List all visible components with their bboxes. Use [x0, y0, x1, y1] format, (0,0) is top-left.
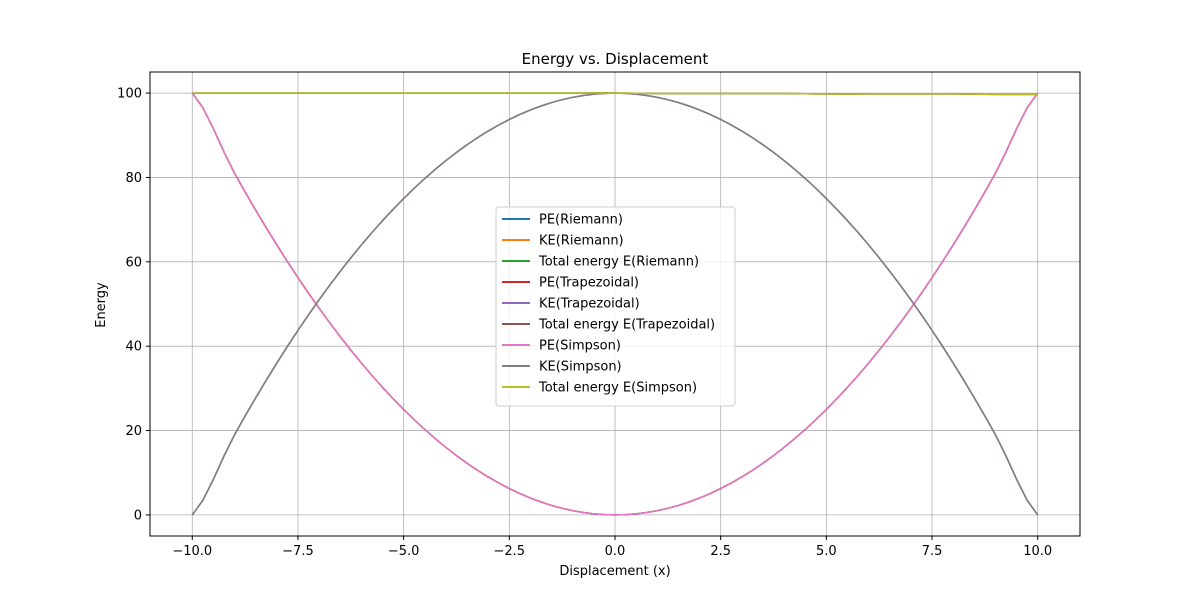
legend: PE(Riemann) KE(Riemann) Total energy E(Rie… — [495, 206, 736, 407]
x-axis-label: Displacement (x) — [559, 564, 670, 579]
x-tick-label: −2.5 — [494, 544, 526, 559]
x-tick-label: −5.0 — [388, 544, 420, 559]
series-layer — [191, 92, 1039, 516]
legend-label: KE(Trapezoidal) — [539, 297, 640, 312]
legend-label: KE(Riemann) — [539, 234, 624, 249]
y-tick-label: 100 — [117, 87, 142, 102]
y-axis-label: Energy — [94, 282, 109, 328]
x-tick-label: −7.5 — [282, 544, 314, 559]
legend-label: Total energy E(Riemann) — [538, 255, 699, 270]
series-line-6 — [191, 92, 1039, 516]
legend-label: PE(Simpson) — [539, 339, 621, 354]
x-tick-label: 2.5 — [710, 544, 731, 559]
x-tick-label: −10.0 — [172, 544, 212, 559]
legend-label: PE(Trapezoidal) — [539, 276, 639, 291]
series-line-8 — [192, 92, 1038, 96]
x-tick-label: 10.0 — [1023, 544, 1052, 559]
y-tick-label: 40 — [125, 340, 142, 355]
legend-label: KE(Simpson) — [539, 360, 622, 375]
legend-label: Total energy E(Trapezoidal) — [538, 318, 715, 333]
legend-label: PE(Riemann) — [539, 213, 623, 228]
x-tick-label: 5.0 — [816, 544, 837, 559]
ticks-layer: −10.0 −7.5 −5.0 −2.5 0.0 2.5 5.0 7.5 10.0 0 20 40 60… — [117, 87, 1052, 559]
x-tick-label: 7.5 — [922, 544, 943, 559]
legend-label: Total energy E(Simpson) — [538, 381, 697, 396]
x-tick-label: 0.0 — [605, 544, 626, 559]
chart-title: Energy vs. Displacement — [522, 50, 709, 68]
y-tick-label: 80 — [125, 171, 142, 186]
y-tick-label: 20 — [125, 424, 142, 439]
y-tick-label: 60 — [125, 255, 142, 270]
y-tick-label: 0 — [134, 508, 142, 523]
legend-box — [495, 206, 736, 407]
